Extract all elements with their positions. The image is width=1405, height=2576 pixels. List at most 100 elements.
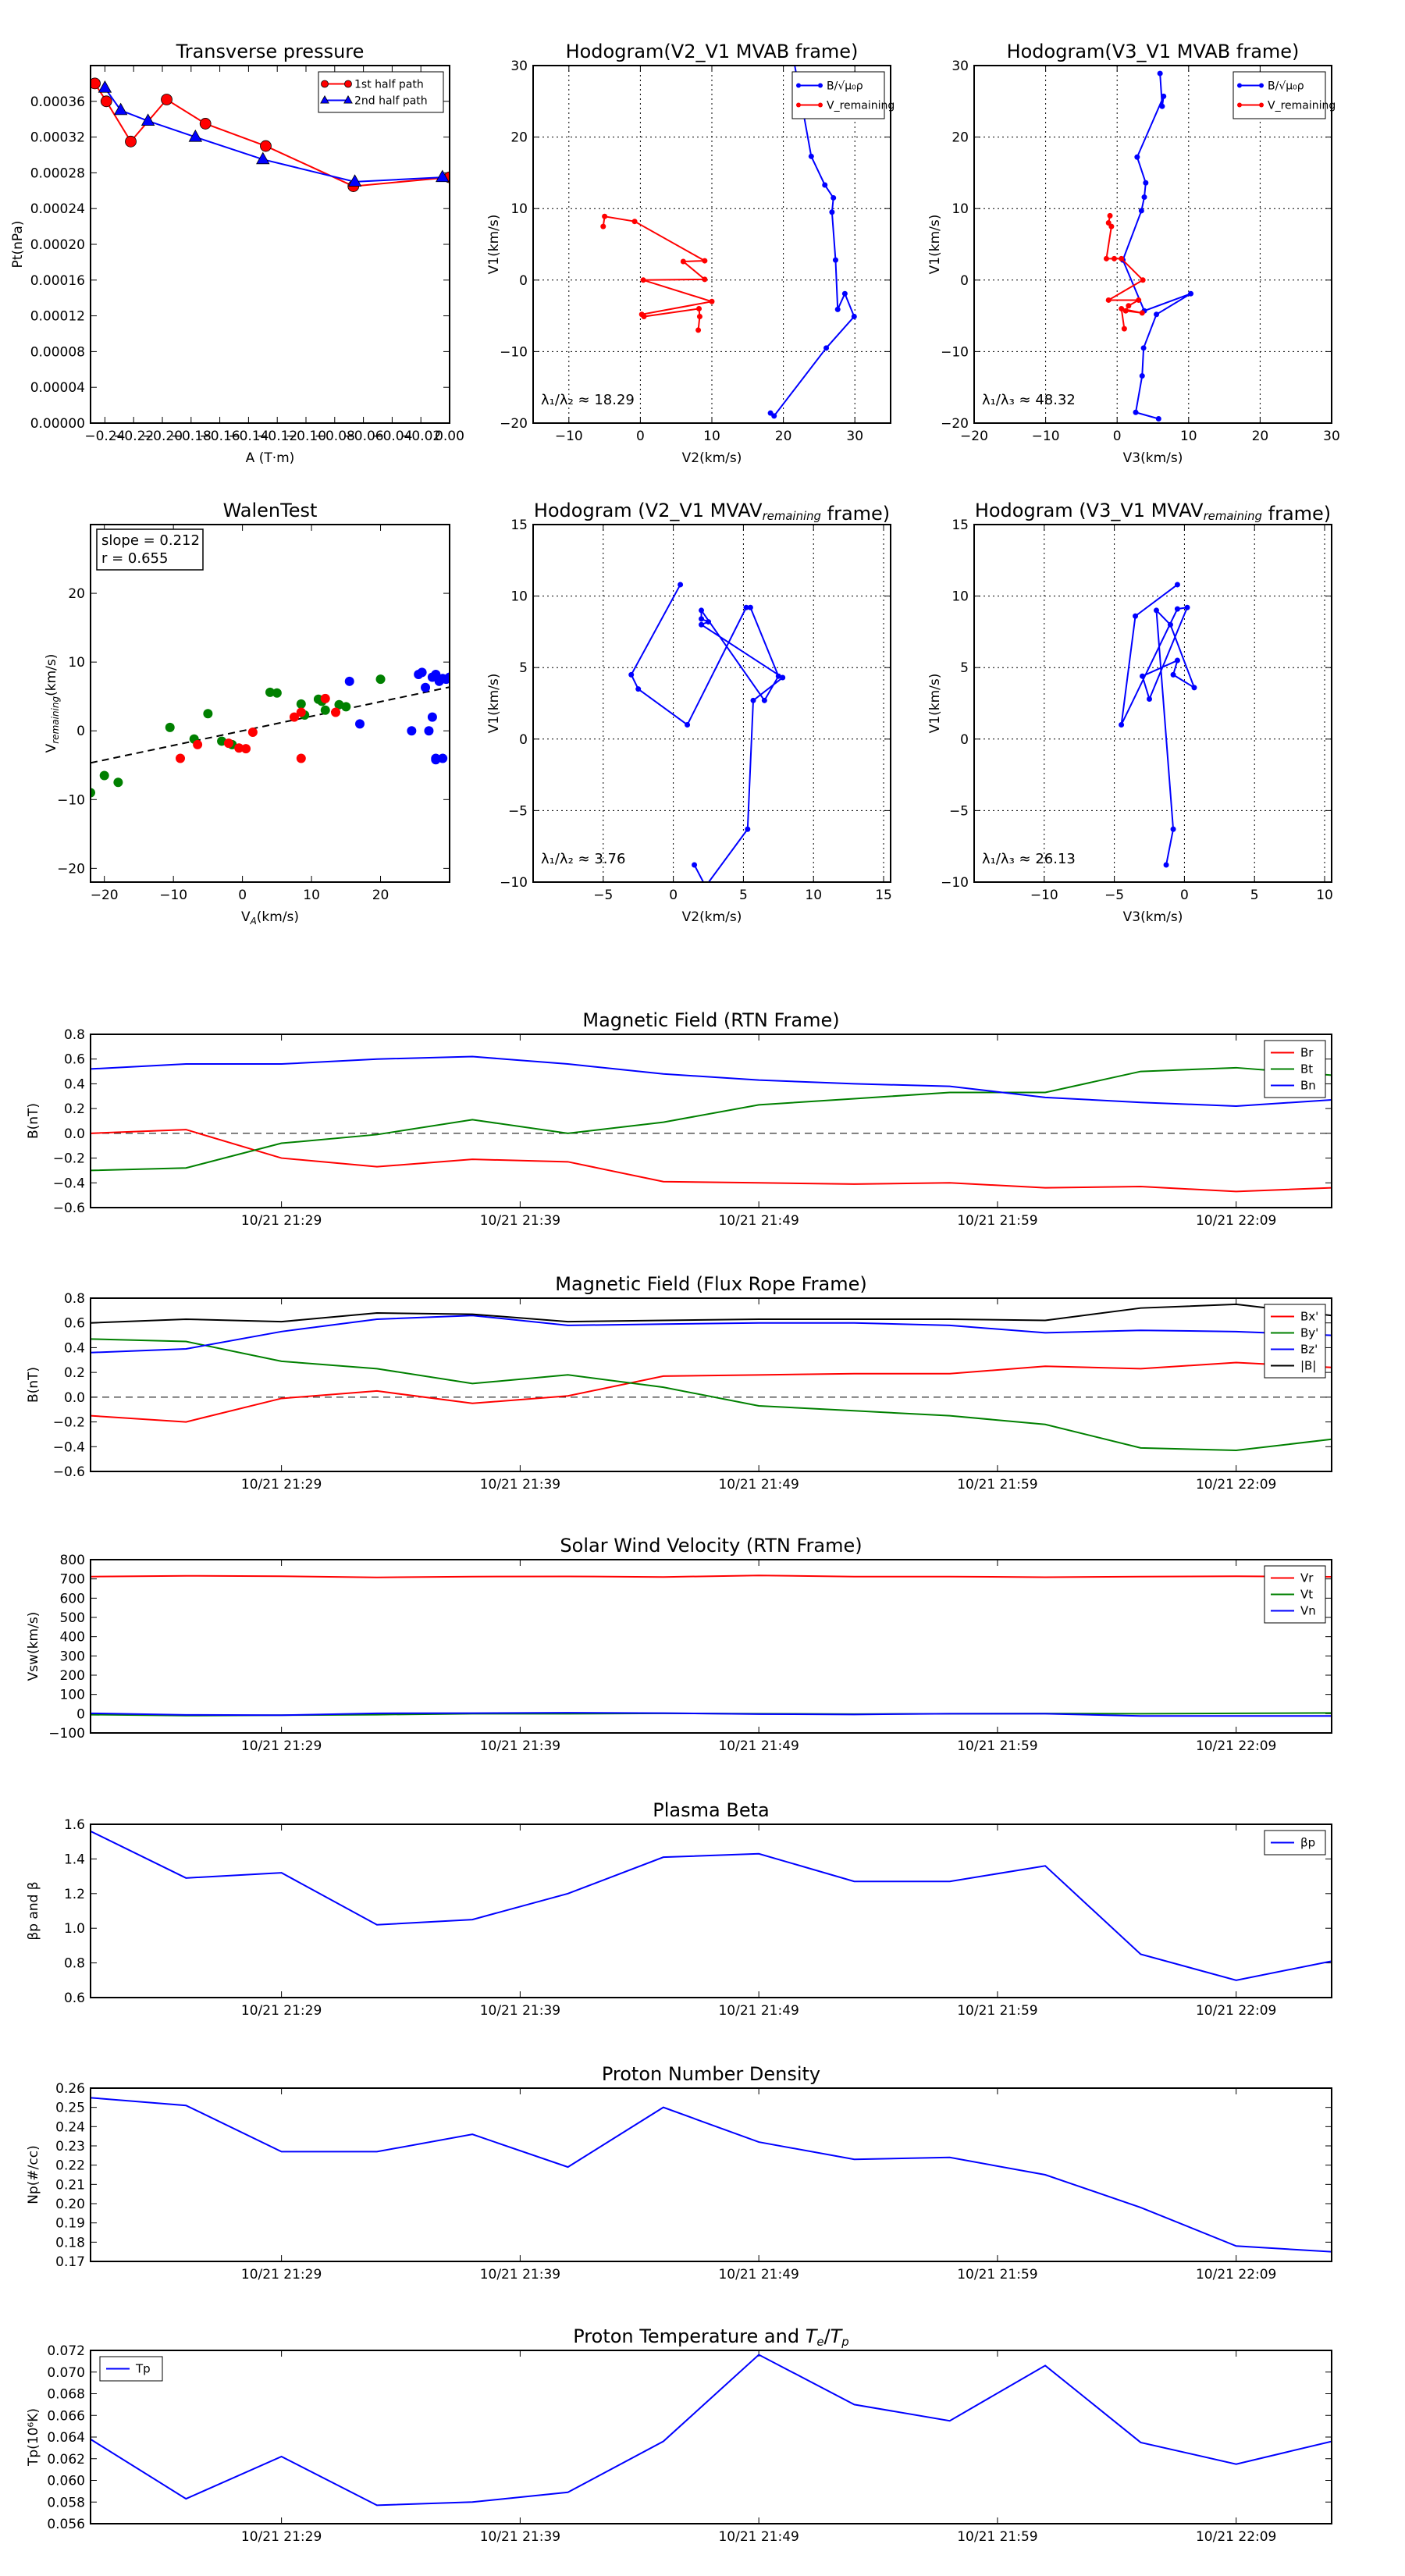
y-tick-label: −10 — [57, 792, 85, 808]
y-axis-label: B(nT) — [26, 1367, 41, 1403]
data-point — [91, 788, 95, 798]
y-tick-label: 0.2 — [64, 1365, 85, 1381]
plot-frame — [532, 524, 891, 883]
y-tick-label: 0.22 — [55, 2158, 85, 2174]
data-point — [1141, 194, 1147, 201]
data-point — [436, 169, 450, 183]
title-tspan: Proton Temperature and — [573, 2325, 805, 2347]
data-point — [851, 314, 857, 320]
data-point — [699, 616, 705, 622]
x-tick-label: 10/21 22:09 — [1196, 1738, 1276, 1754]
x-axis-label: V3(km/s) — [1123, 450, 1183, 466]
legend-label: βp — [1300, 1836, 1315, 1850]
series-line — [91, 1066, 1332, 1172]
title-tspan: / — [824, 2325, 831, 2347]
data-point — [1170, 826, 1176, 832]
y-tick-label: 0.6 — [64, 1316, 85, 1332]
legend-frame — [318, 71, 444, 113]
data-point — [296, 753, 306, 763]
x-tick-label: 10/21 21:49 — [718, 1738, 799, 1754]
data-point — [745, 826, 751, 832]
annotation-line: slope = 0.212 — [101, 532, 200, 549]
legend-item: |B| — [1271, 1359, 1316, 1373]
y-tick-label: 0.00000 — [30, 416, 85, 432]
data-point — [421, 682, 431, 692]
chart-h2: Hodogram(V3_V1 MVAB frame) −20 −10 0 10 20 30 −… — [927, 41, 1340, 466]
series-markers — [98, 80, 450, 187]
data-point — [685, 721, 691, 728]
data-point — [289, 712, 299, 722]
plot-area — [91, 667, 450, 798]
y-axis-label: V1(km/s) — [486, 674, 502, 734]
series-line — [91, 1712, 1332, 1717]
x-axis-label: VA(km/s) — [241, 909, 299, 927]
data-point — [1174, 657, 1180, 664]
y-axis-label: B(nT) — [26, 1103, 41, 1139]
legend-item: V_remaining — [796, 100, 895, 112]
x-tick-label: −10 — [159, 888, 187, 903]
chart-mag_rtn: Magnetic Field (RTN Frame) 10/21 21:29 10/… — [26, 1009, 1332, 1229]
x-tick-label: −0.04 — [372, 429, 412, 444]
y-tick-label: 10 — [510, 589, 528, 605]
title-subscript: p — [841, 2335, 848, 2349]
data-point — [431, 753, 441, 763]
title-tspan: Hodogram(V3_V1 MVAB frame) — [1007, 41, 1300, 62]
x-tick-label: −10 — [1032, 429, 1060, 444]
plot-area — [91, 1830, 1332, 1981]
data-point — [709, 298, 715, 304]
legend-label: V_remaining — [827, 100, 895, 112]
series-line — [91, 1574, 1332, 1578]
data-point — [438, 753, 448, 763]
x-tick-label: 10/21 21:49 — [718, 1213, 799, 1229]
series-markers — [1103, 212, 1146, 332]
data-point — [1105, 297, 1112, 303]
x-tick-label: 10 — [805, 888, 822, 903]
data-point — [241, 744, 251, 754]
data-point — [641, 314, 647, 320]
data-point — [1174, 606, 1180, 612]
legend-label: B/√μ₀ρ — [1268, 80, 1304, 93]
series-line — [1122, 73, 1192, 420]
y-tick-label: 0.21 — [55, 2177, 85, 2193]
legend-item: Bz' — [1271, 1343, 1318, 1357]
data-point — [417, 667, 427, 678]
data-point — [331, 707, 341, 717]
chart-vel: Solar Wind Velocity (RTN Frame) 10/21 21:… — [26, 1535, 1332, 1754]
data-point — [1161, 93, 1167, 99]
x-tick-label: −20 — [960, 429, 988, 444]
series-line — [91, 2097, 1332, 2253]
legend-item: Br — [1271, 1046, 1314, 1060]
title-tspan: WalenTest — [223, 500, 318, 521]
title-tspan: Hodogram (V2_V1 MVAV — [534, 500, 763, 521]
data-point — [1140, 277, 1146, 283]
y-tick-label: 10 — [951, 201, 969, 217]
x-tick-label: 10/21 22:09 — [1196, 1213, 1276, 1229]
data-point — [256, 151, 270, 165]
annotation: λ₁/λ₂ ≈ 18.29 — [541, 392, 635, 408]
label-tspan: (km/s) — [44, 654, 59, 696]
data-point — [747, 604, 753, 610]
x-tick-label: 30 — [1323, 429, 1340, 444]
data-point — [699, 607, 705, 614]
data-point — [1119, 255, 1125, 262]
legend-marker — [321, 80, 329, 88]
series-line — [91, 1338, 1332, 1452]
x-tick-label: 10/21 21:59 — [957, 2267, 1037, 2282]
title-tspan: Magnetic Field (Flux Rope Frame) — [555, 1273, 866, 1295]
y-axis-label: V1(km/s) — [927, 215, 943, 275]
annotation-line: r = 0.655 — [101, 550, 168, 567]
x-tick-label: 10/21 21:29 — [241, 1213, 322, 1229]
y-tick-label: 0.00012 — [30, 309, 85, 325]
title-subscript: remaining — [1204, 509, 1262, 523]
legend-label: Br — [1300, 1046, 1314, 1060]
y-axis-label: Vremaining(km/s) — [44, 654, 61, 753]
data-point — [780, 674, 786, 681]
x-tick-label: 0 — [669, 888, 678, 903]
y-tick-label: 0.6 — [64, 1991, 85, 2006]
y-axis-label: V1(km/s) — [486, 215, 502, 275]
data-point — [320, 693, 330, 703]
y-tick-label: 0.2 — [64, 1101, 85, 1117]
y-tick-label: 20 — [510, 130, 528, 146]
series-line — [1120, 584, 1196, 866]
y-tick-label: 1.2 — [64, 1887, 85, 1902]
